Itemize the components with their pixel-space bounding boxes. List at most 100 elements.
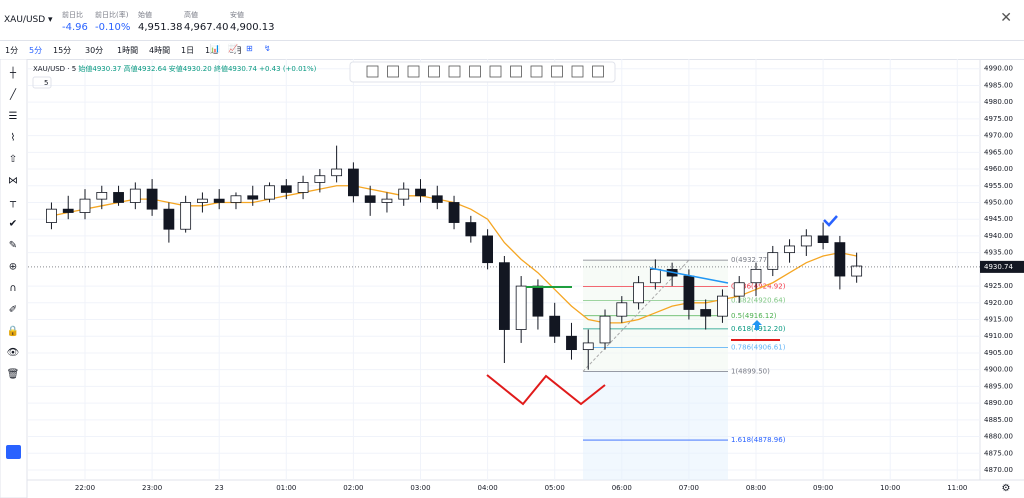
candle-body bbox=[113, 192, 124, 203]
drawing-tool[interactable] bbox=[489, 65, 502, 78]
x-tick-label: 11:00 bbox=[947, 484, 967, 492]
y-tick-label: 4885.00 bbox=[984, 416, 1013, 424]
toolbar-icon[interactable]: 📈 bbox=[228, 44, 238, 53]
drawing-toolbar bbox=[349, 61, 616, 83]
x-tick-label: 02:00 bbox=[343, 484, 363, 492]
tool-icon[interactable]: ⇧ bbox=[9, 154, 17, 165]
stat-value: 4,900.13 bbox=[230, 22, 275, 33]
candle-body bbox=[784, 245, 795, 254]
fib-trend bbox=[582, 259, 690, 372]
candle-body bbox=[146, 188, 158, 210]
interval-button[interactable]: 1月 bbox=[229, 46, 243, 55]
drawing-tool[interactable] bbox=[448, 65, 461, 78]
drawing-tool[interactable] bbox=[428, 65, 440, 78]
settings-icon[interactable]: ⚙ bbox=[1002, 483, 1011, 494]
candle-body bbox=[767, 252, 779, 270]
symbol: XAU/USD bbox=[4, 15, 46, 25]
candle-body bbox=[482, 235, 494, 264]
legend-symbol: XAU/USD · 5 bbox=[33, 65, 76, 73]
interval-button[interactable]: 15分 bbox=[53, 46, 72, 55]
y-tick-label: 4935.00 bbox=[984, 249, 1013, 257]
interval-badge-box[interactable] bbox=[32, 76, 52, 89]
toolbar-icon[interactable]: ⊞ bbox=[246, 44, 253, 53]
drawing-tool[interactable] bbox=[551, 65, 563, 78]
tool-icon[interactable]: 🗑 bbox=[7, 368, 20, 380]
candle-body bbox=[817, 235, 829, 244]
interval-button[interactable]: 4時間 bbox=[149, 46, 171, 55]
legend-field: 高値4932.64 bbox=[124, 64, 167, 73]
tool-icon[interactable]: ┬ bbox=[9, 197, 17, 208]
candle-body bbox=[616, 302, 628, 317]
tool-icon[interactable]: ⌇ bbox=[11, 133, 16, 144]
candle-body bbox=[851, 265, 863, 277]
fib-label: 0.382(4920.64) bbox=[731, 297, 786, 305]
tool-icon[interactable]: ╱ bbox=[9, 88, 17, 101]
tool-icon[interactable]: 🔒 bbox=[7, 325, 19, 337]
stat-value: -4.96 bbox=[62, 22, 88, 33]
interval-button[interactable]: 30分 bbox=[85, 46, 104, 55]
tool-icon[interactable]: ⋈ bbox=[8, 176, 18, 187]
interval-button[interactable]: 1日 bbox=[181, 46, 195, 55]
y-tick-label: 4915.00 bbox=[984, 316, 1013, 324]
candle-body bbox=[717, 295, 728, 317]
symbol-select[interactable]: XAU/USD ▾ bbox=[4, 15, 53, 25]
fib-zone bbox=[583, 371, 728, 480]
candle-body bbox=[415, 188, 426, 197]
legend-field: 始値4930.37 bbox=[78, 64, 121, 73]
drawing-tool[interactable] bbox=[407, 65, 420, 78]
stat: 安値 4,900.13 bbox=[230, 10, 275, 33]
x-tick-label: 05:00 bbox=[545, 484, 565, 492]
x-tick-label: 04:00 bbox=[478, 484, 498, 492]
tool-icon[interactable]: ✐ bbox=[9, 305, 17, 316]
drawing-tool[interactable] bbox=[469, 65, 481, 78]
interval-button[interactable]: 1週 bbox=[205, 46, 219, 55]
legend-field: 安値4930.20 bbox=[169, 64, 212, 73]
drawing-arrow bbox=[752, 320, 762, 330]
drawing-tool[interactable] bbox=[571, 65, 584, 78]
candle-body bbox=[230, 195, 242, 203]
x-tick-label: 07:00 bbox=[679, 484, 699, 492]
close-button[interactable]: ✕ bbox=[1000, 10, 1012, 26]
fib-label: 0(4932.77) bbox=[731, 256, 770, 264]
candle-body bbox=[582, 342, 594, 351]
toolbar-icon[interactable]: 📊 bbox=[210, 44, 220, 53]
chart: ┼╱☰⌇⇧⋈┬✔✎⊕∩✐🔒👁🗑4995.004990.004985.004980… bbox=[0, 59, 1024, 498]
candle-body bbox=[448, 202, 460, 223]
candle-body bbox=[834, 242, 846, 277]
toolbar-icon[interactable]: ↯ bbox=[264, 44, 271, 53]
drawing-tool[interactable] bbox=[387, 65, 399, 78]
y-tick-label: 4975.00 bbox=[984, 115, 1013, 123]
tool-icon[interactable]: ┼ bbox=[9, 66, 17, 79]
tool-icon[interactable]: ✔ bbox=[9, 219, 17, 230]
stat: 前日比(率) -0.10% bbox=[95, 10, 130, 33]
tool-icon[interactable]: ✎ bbox=[9, 240, 17, 251]
y-tick-label: 4880.00 bbox=[984, 433, 1013, 441]
fib-label: 0.236(4924.92) bbox=[731, 282, 786, 290]
interval-button[interactable]: 1分 bbox=[5, 46, 19, 55]
tool-icon[interactable]: ⊕ bbox=[9, 262, 17, 273]
drawing-tool[interactable] bbox=[366, 65, 379, 78]
x-tick-label: 09:00 bbox=[813, 484, 833, 492]
candle-body bbox=[549, 315, 561, 337]
legend-change: +0.43 (+0.01%) bbox=[259, 65, 317, 73]
candle-body bbox=[633, 282, 644, 304]
y-tick-label: 4875.00 bbox=[984, 449, 1013, 457]
x-tick-label: 10:00 bbox=[880, 484, 900, 492]
fib-label: 1.618(4878.96) bbox=[731, 436, 786, 444]
drawing-tool[interactable] bbox=[510, 65, 522, 78]
tool-icon[interactable]: ☰ bbox=[9, 111, 18, 122]
tool-icon[interactable]: ∩ bbox=[9, 283, 16, 294]
candle-body bbox=[46, 208, 57, 223]
x-tick-label: 23 bbox=[215, 484, 224, 492]
favorite-button[interactable] bbox=[6, 445, 21, 459]
y-tick-label: 4905.00 bbox=[984, 349, 1013, 357]
tool-icon[interactable]: 👁 bbox=[7, 348, 20, 359]
y-tick-label: 4870.00 bbox=[984, 466, 1013, 474]
interval-button[interactable]: 5分 bbox=[29, 46, 43, 55]
y-tick-label: 4980.00 bbox=[984, 98, 1013, 106]
drawing-tool[interactable] bbox=[530, 65, 543, 78]
drawing-tool[interactable] bbox=[592, 65, 604, 78]
interval-button[interactable]: 1時間 bbox=[117, 46, 139, 55]
stat-label: 始値 bbox=[138, 11, 152, 19]
